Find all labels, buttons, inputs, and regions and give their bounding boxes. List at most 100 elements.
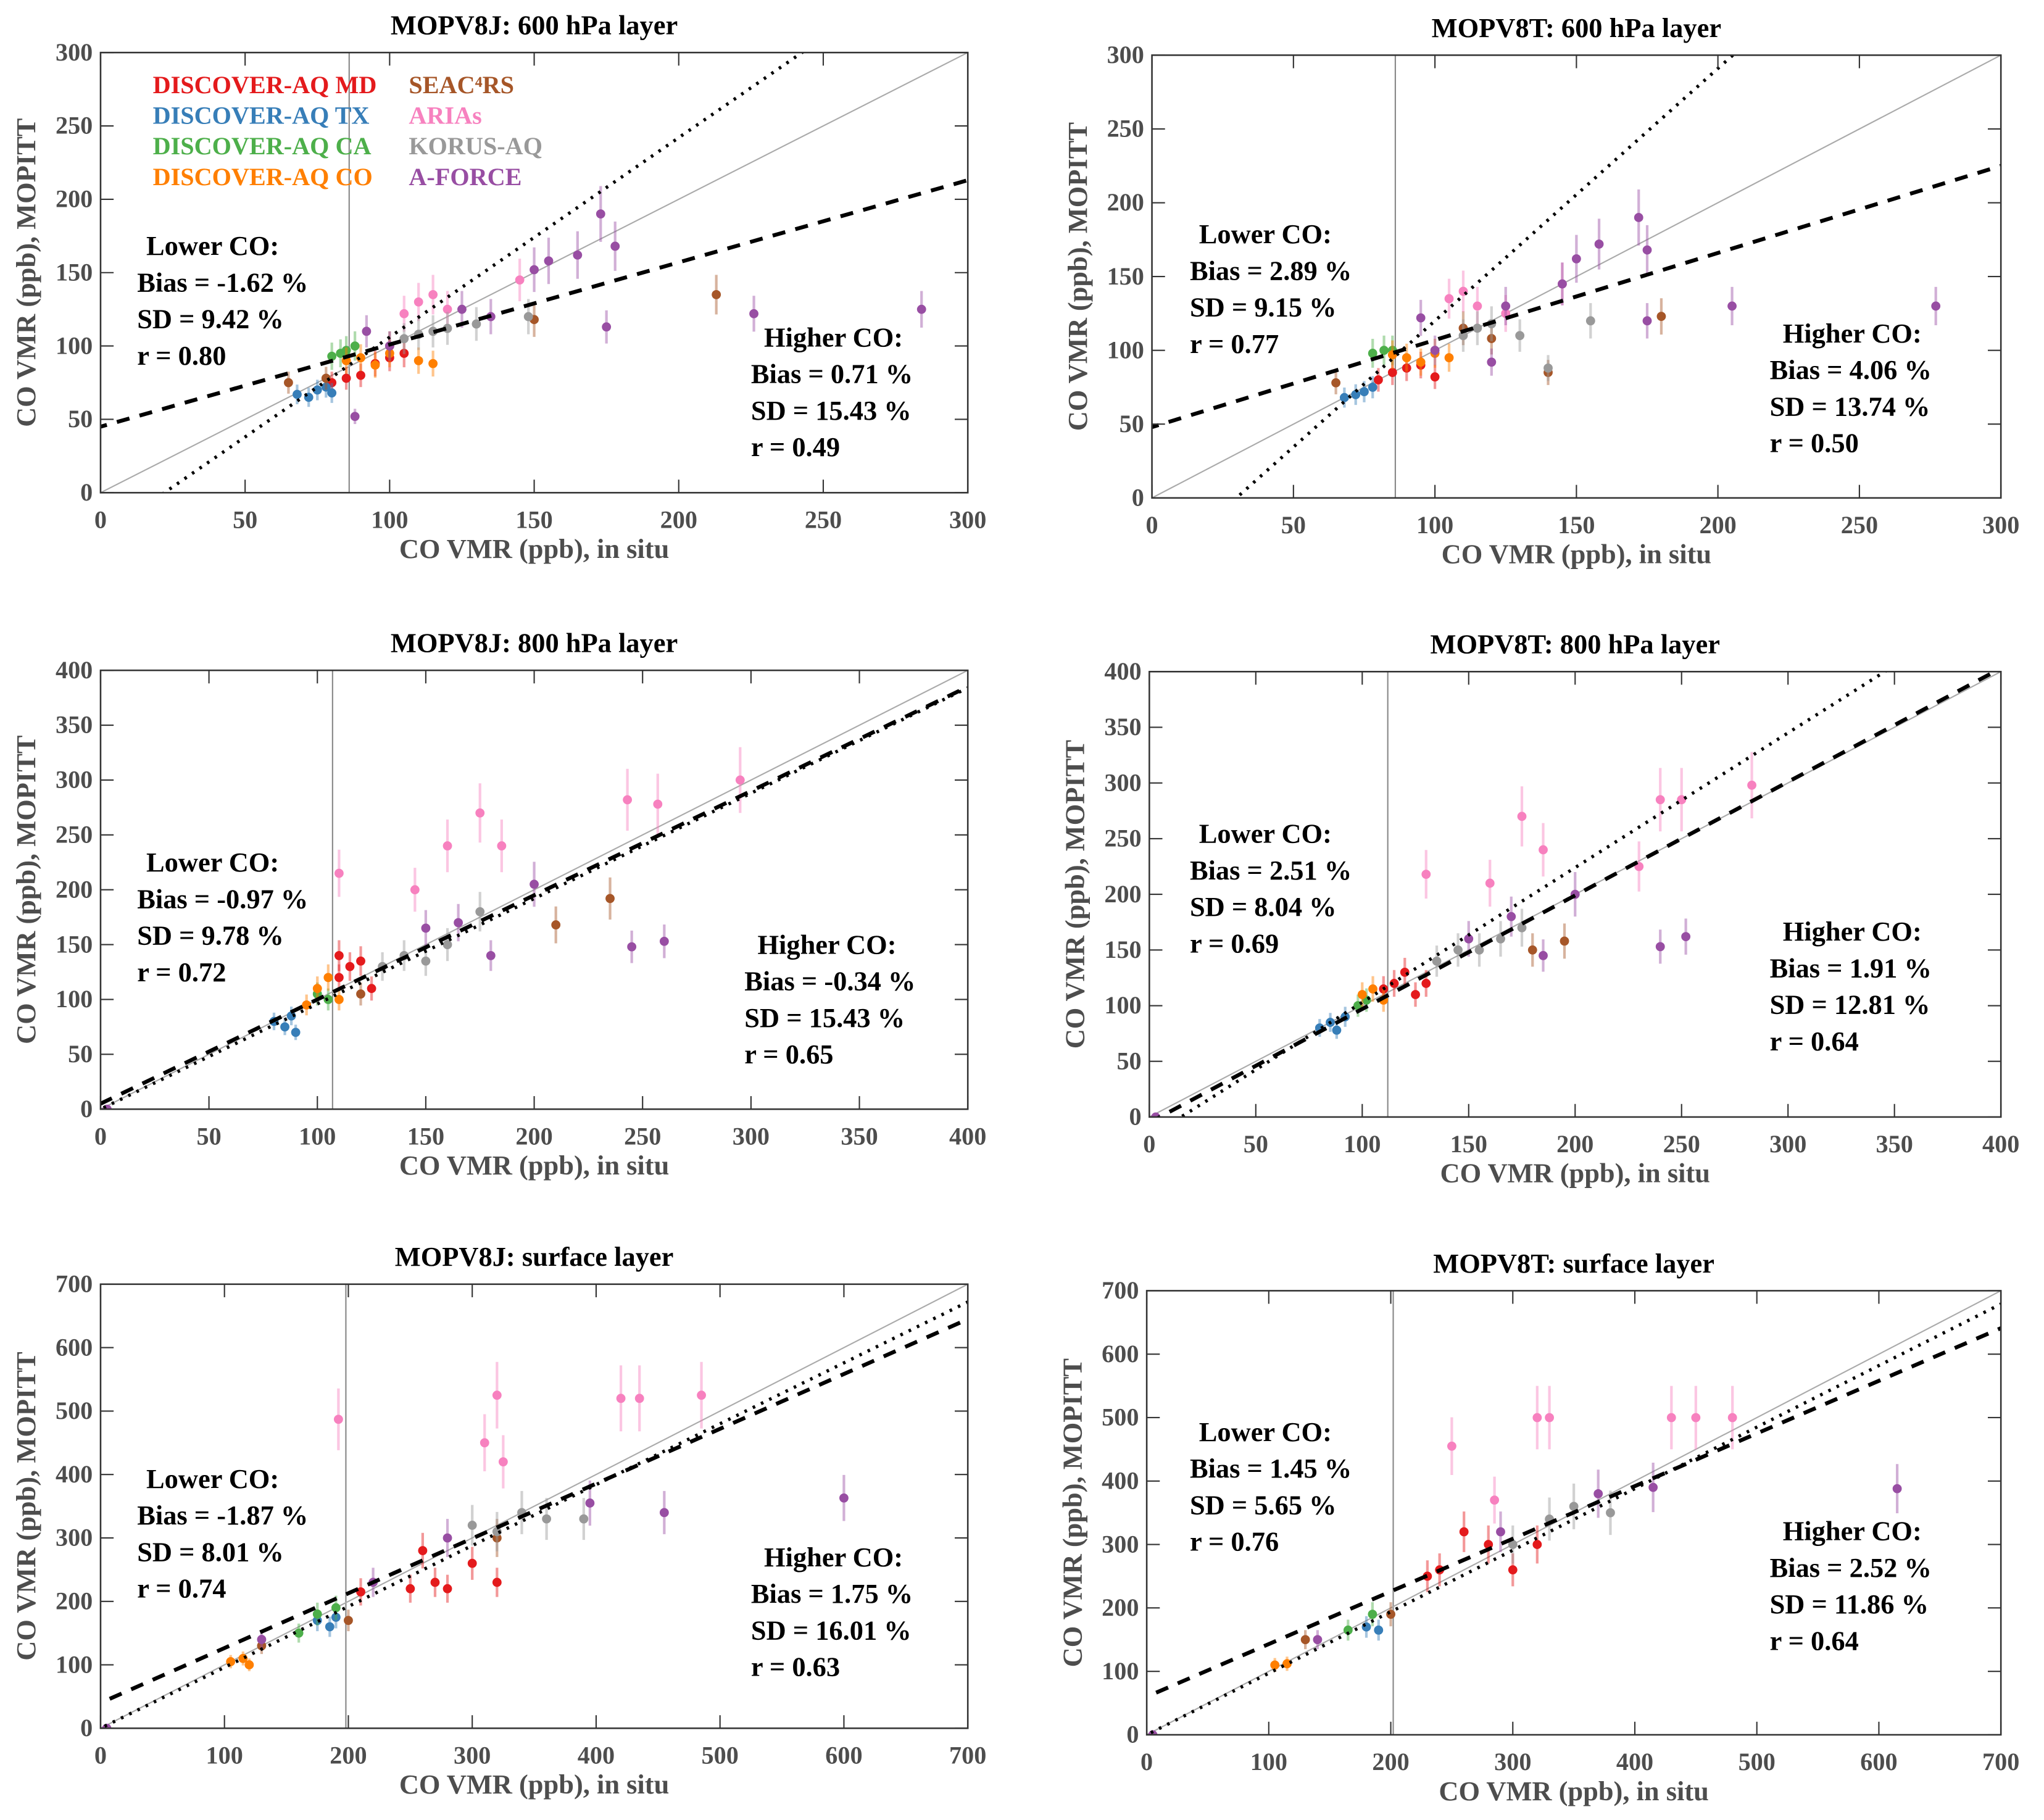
fit-line-higher-co <box>100 684 968 1106</box>
y-tick-label: 300 <box>56 1524 93 1552</box>
point-tx <box>1368 383 1377 392</box>
point-md <box>1400 967 1410 977</box>
y-axis-label: CO VMR (ppb), MOPITT <box>10 1352 41 1660</box>
point-arias <box>333 1415 343 1424</box>
x-tick-label: 100 <box>1250 1748 1287 1776</box>
x-axis-label: CO VMR (ppb), in situ <box>1440 1158 1710 1189</box>
y-tick-label: 350 <box>1104 713 1141 741</box>
point-md <box>1421 979 1431 988</box>
y-tick-label: 600 <box>1102 1340 1139 1368</box>
x-tick-label: 200 <box>330 1741 367 1769</box>
legend-entry-arias: ARIAs <box>409 101 481 129</box>
y-tick-label: 0 <box>80 1095 93 1123</box>
x-tick-label: 300 <box>1982 511 2019 539</box>
point-ca <box>1368 349 1377 358</box>
point-ca <box>294 1628 304 1638</box>
lower-co-sd: SD = 8.04 % <box>1190 891 1337 922</box>
y-axis-label: CO VMR (ppb), MOPITT <box>1057 1358 1087 1667</box>
higher-co-r: r = 0.64 <box>1770 1625 1859 1656</box>
lower-co-r: r = 0.69 <box>1190 928 1279 958</box>
point-aforce <box>1593 1489 1603 1498</box>
point-tx <box>293 389 302 399</box>
y-tick-label: 350 <box>56 711 93 739</box>
point-arias <box>1691 1413 1701 1423</box>
point-ca <box>350 341 360 351</box>
point-co <box>1357 990 1367 999</box>
point-korus <box>1458 331 1468 341</box>
point-arias <box>1747 780 1756 790</box>
x-tick-label: 50 <box>197 1122 222 1150</box>
x-tick-label: 600 <box>1860 1748 1897 1776</box>
lower-co-r: r = 0.80 <box>137 340 226 371</box>
point-aforce <box>1571 254 1581 264</box>
point-aforce <box>602 322 612 332</box>
point-co <box>384 349 394 358</box>
lower-co-heading: Lower CO: <box>1199 218 1332 249</box>
chart-title: MOPV8T: surface layer <box>1433 1248 1714 1279</box>
x-tick-label: 700 <box>1982 1748 2019 1776</box>
y-tick-label: 200 <box>56 1587 93 1614</box>
y-tick-label: 300 <box>1107 41 1144 69</box>
x-tick-label: 0 <box>1140 1748 1153 1776</box>
point-tx <box>1361 1622 1371 1632</box>
point-md <box>345 962 355 971</box>
panel-6: 00 100 100 200 200 300 300 400 400 500 500 600 600 70… <box>1057 1248 2019 1806</box>
lower-co-r: r = 0.72 <box>137 957 226 987</box>
point-arias <box>616 1394 626 1403</box>
y-tick-label: 100 <box>1107 336 1144 364</box>
point-arias <box>1545 1413 1554 1423</box>
point-korus <box>1508 1540 1518 1549</box>
point-aforce <box>1892 1484 1902 1494</box>
point-korus <box>1606 1508 1615 1518</box>
point-arias <box>475 808 485 818</box>
point-md <box>399 349 409 358</box>
point-arias <box>492 1390 502 1400</box>
point-arias <box>399 309 409 318</box>
point-arias <box>442 841 452 850</box>
x-tick-label: 250 <box>805 505 842 533</box>
x-tick-label: 0 <box>1143 1130 1155 1158</box>
y-tick-label: 250 <box>1104 825 1141 852</box>
point-aforce <box>530 265 539 275</box>
lower-co-heading: Lower CO: <box>146 847 279 878</box>
point-arias <box>413 297 423 307</box>
point-aforce <box>1655 942 1665 952</box>
y-tick-label: 700 <box>1102 1276 1139 1304</box>
point-aforce <box>530 879 539 889</box>
y-tick-label: 250 <box>1107 115 1144 143</box>
point-seac <box>551 920 561 929</box>
point-md <box>1532 1540 1542 1549</box>
x-tick-label: 250 <box>1841 511 1878 539</box>
one-to-one-line <box>100 1284 968 1729</box>
point-seac <box>1527 945 1537 955</box>
x-tick-label: 300 <box>1494 1748 1531 1776</box>
point-tx <box>331 1613 341 1622</box>
point-arias <box>1655 795 1665 805</box>
point-arias <box>1532 1413 1542 1423</box>
point-co <box>312 984 322 994</box>
chart-title: MOPV8J: 800 hPa layer <box>391 628 678 659</box>
lower-co-bias: Bias = 2.51 % <box>1190 855 1352 886</box>
point-arias <box>1447 1441 1456 1451</box>
point-co <box>1402 353 1411 363</box>
y-tick-label: 100 <box>1102 1657 1139 1685</box>
x-tick-label: 300 <box>949 505 986 533</box>
x-tick-label: 0 <box>94 1741 107 1769</box>
point-tx <box>321 382 331 392</box>
point-arias <box>1421 870 1431 879</box>
higher-co-sd: SD = 13.74 % <box>1770 391 1930 422</box>
point-md <box>356 370 365 380</box>
point-ca <box>331 1603 341 1613</box>
y-tick-label: 300 <box>56 766 93 794</box>
point-co <box>1270 1660 1280 1670</box>
point-aforce <box>1594 239 1604 249</box>
y-tick-label: 250 <box>56 821 93 849</box>
y-tick-label: 500 <box>1102 1403 1139 1431</box>
y-tick-label: 150 <box>1104 936 1141 963</box>
point-aforce <box>457 304 467 314</box>
point-korus <box>1543 363 1553 373</box>
point-tx <box>327 388 337 398</box>
point-co <box>334 995 344 1004</box>
point-aforce <box>839 1493 849 1503</box>
point-arias <box>515 275 525 285</box>
